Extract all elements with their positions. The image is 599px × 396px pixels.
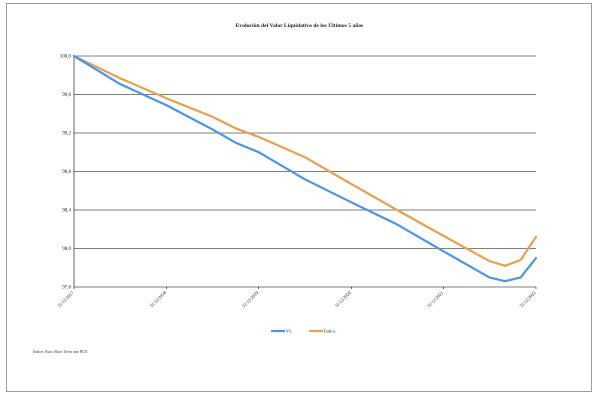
series-lines	[72, 54, 538, 283]
x-tick-label: 31/12/2020	[334, 290, 353, 309]
legend-label: Índice	[324, 329, 335, 334]
legend-label: VL	[286, 329, 292, 334]
gridlines	[73, 55, 537, 289]
y-tick-label: 98,0	[62, 247, 71, 252]
chart-title: Evolución del Valor Liquidativo de los Ú…	[235, 23, 364, 29]
y-tick-label: 100,0	[60, 55, 72, 60]
x-tick-label: 31/12/2018	[149, 290, 168, 309]
legend: VL Índice	[271, 329, 335, 334]
y-tick-label: 99,6	[62, 93, 71, 98]
footnote: Índice: Euro Short Term rate BCE	[33, 349, 88, 354]
x-tick-labels: 31/12/2017 31/12/2018 31/12/2019 31/12/2020…	[56, 290, 537, 309]
y-tick-labels: 100,0 99,6 99,2 98,8 98,4 98,0 97,6	[60, 55, 72, 291]
chart-frame	[6, 3, 592, 392]
x-tick-label: 31/12/2017	[56, 290, 75, 309]
series-line-índice	[72, 54, 538, 267]
series-line-vl	[72, 54, 538, 283]
y-tick-label: 98,8	[62, 170, 71, 175]
x-tick-label: 31/12/2021	[426, 290, 445, 309]
y-tick-label: 99,2	[62, 132, 71, 137]
x-tick-label: 31/12/2019	[241, 290, 260, 309]
y-tick-label: 98,4	[62, 209, 71, 214]
y-tick-label: 97,6	[62, 286, 71, 291]
x-tick-label: 31/12/2022	[518, 290, 537, 309]
